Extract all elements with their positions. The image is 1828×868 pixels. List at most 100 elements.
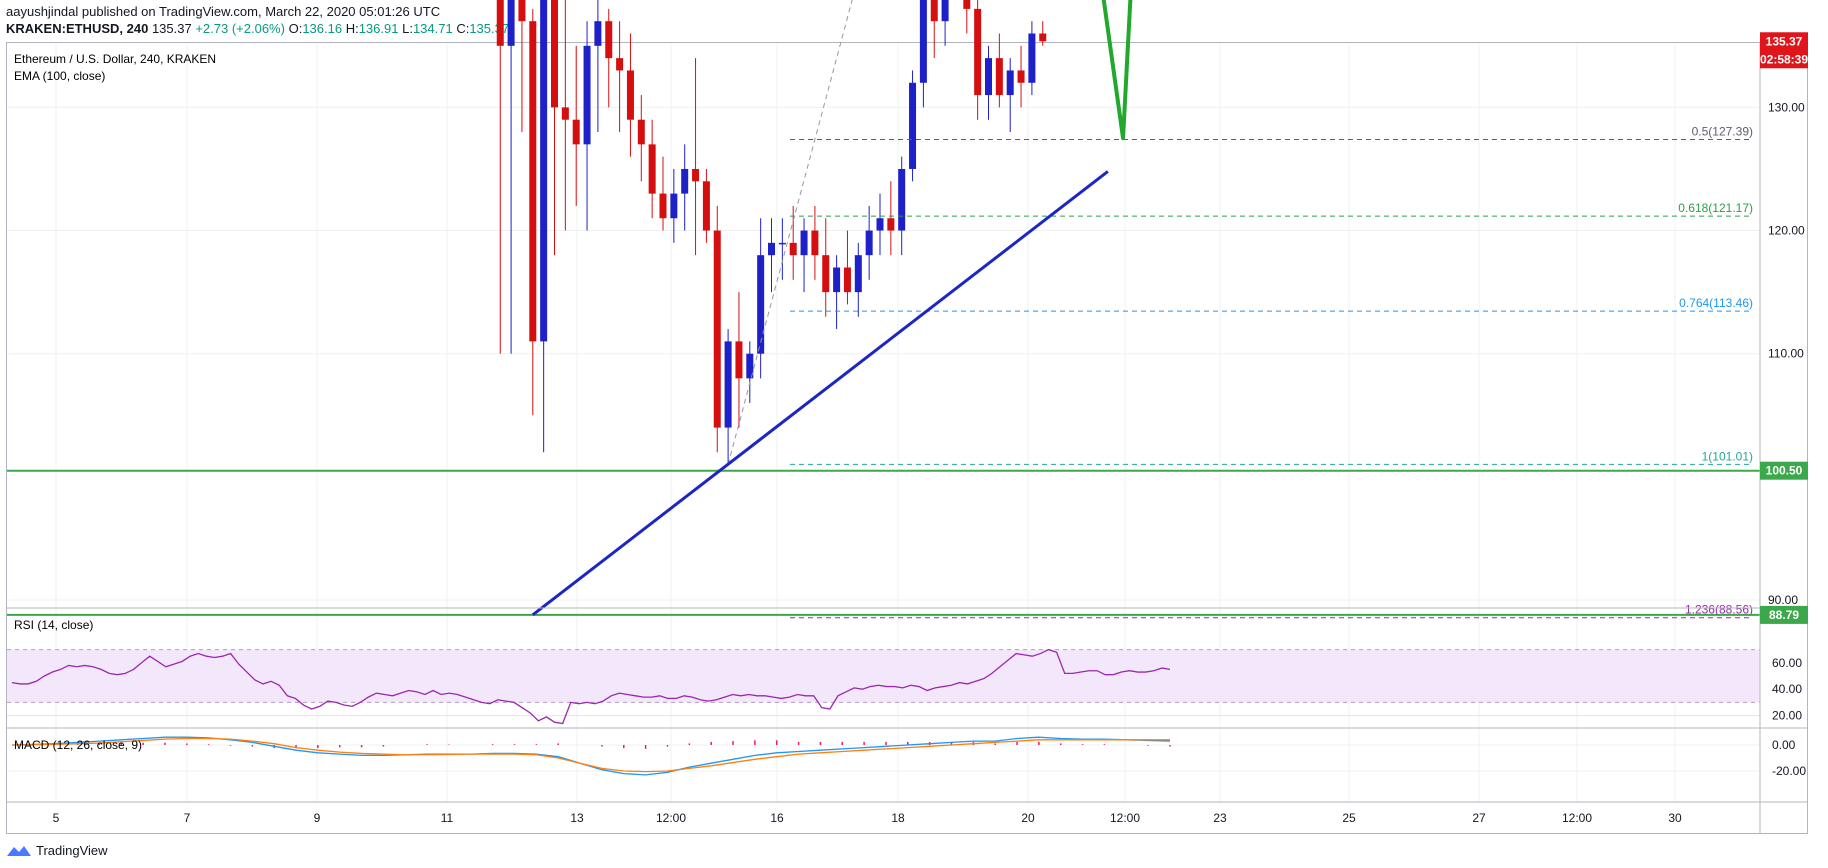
candle-body (724, 341, 732, 428)
symbol-quote-line: KRAKEN:ETHUSD, 240 135.37 +2.73 (+2.06%)… (6, 21, 509, 36)
time-axis-tick-label: 12:00 (1110, 811, 1140, 825)
time-axis-tick-label: 13 (570, 811, 584, 825)
candle-body (909, 82, 917, 169)
time-axis-tick-label: 23 (1213, 811, 1227, 825)
time-axis-tick-label: 16 (770, 811, 784, 825)
symbol-label: KRAKEN:ETHUSD, 240 (6, 21, 149, 36)
candle-body (898, 168, 906, 231)
candle-body (605, 21, 613, 59)
rsi-line (11, 648, 1171, 725)
time-axis-tick-label: 12:00 (1562, 811, 1592, 825)
candle-body (551, 0, 558, 108)
candle-body (692, 168, 700, 182)
macd-axis-tick-label: 0.00 (1772, 738, 1796, 752)
price-axis-tick-label: 90.00 (1768, 593, 1798, 607)
candle-body (735, 341, 743, 379)
bar-countdown-label: 02:58:39 (1760, 52, 1808, 66)
candle-body (919, 0, 927, 83)
panel-backgrounds (7, 649, 1760, 703)
rising-trendline (531, 170, 1109, 616)
rsi-axis-tick-label: 60.00 (1772, 656, 1802, 670)
open-value: 136.16 (302, 21, 343, 36)
time-axis-tick-label: 18 (891, 811, 905, 825)
chart-frame[interactable] (6, 42, 1808, 834)
tradingview-footer[interactable]: TradingView (6, 843, 108, 858)
macd-pane[interactable] (11, 736, 1171, 776)
open-label: O: (288, 21, 303, 36)
candle-body (681, 168, 689, 194)
candle-body (985, 58, 992, 96)
price-level-tag-label: 100.50 (1766, 464, 1803, 478)
rsi-axis-tick-label: 20.00 (1772, 709, 1802, 723)
candle-body (496, 0, 504, 46)
candle-body (811, 230, 819, 256)
time-axis-tick-label: 5 (53, 811, 60, 825)
candle-body (1017, 70, 1025, 83)
price-level-tag (1760, 461, 1808, 480)
candle-body (833, 267, 841, 293)
fibonacci-level-label: 1(101.01) (1702, 449, 1753, 463)
price-change: +2.73 (+2.06%) (195, 21, 285, 36)
candle-body (616, 58, 624, 71)
ema-legend: EMA (100, close) (14, 69, 105, 83)
candle-body (670, 193, 678, 219)
candle-body (778, 242, 786, 245)
last-price: 135.37 (151, 21, 192, 36)
high-label: H: (345, 21, 359, 36)
candle-body (1006, 70, 1014, 96)
candle-body (768, 242, 775, 256)
time-axis-tick-label: 7 (184, 811, 191, 825)
candle-body (995, 58, 1003, 96)
macd-signal-line (11, 737, 1170, 773)
candle-body (854, 255, 862, 293)
rsi-legend: RSI (14, close) (14, 618, 93, 632)
candle-body (594, 21, 602, 46)
low-value: 134.71 (412, 21, 453, 36)
price-axis-tick-label: 110.00 (1768, 347, 1804, 361)
fibonacci-level-label: 0.5(127.39) (1692, 125, 1753, 139)
candle-body (659, 193, 667, 219)
fibonacci-diagonal (727, 0, 853, 465)
macd-legend: MACD (12, 26, close, 9) (14, 738, 142, 752)
candle-body (583, 45, 591, 145)
fibonacci-level-label: 1.236(88.56) (1685, 603, 1753, 617)
candle-body (1039, 33, 1047, 42)
current-price-label: 135.37 (1766, 34, 1803, 48)
candle-body (713, 230, 721, 428)
current-price-tag (1760, 32, 1808, 69)
candle-body (507, 0, 515, 46)
candle-body (561, 107, 569, 120)
price-level-tag-label: 88.79 (1769, 608, 1799, 622)
candle-body (876, 218, 884, 231)
candle-body (843, 267, 851, 293)
time-axis-tick-label: 12:00 (656, 811, 686, 825)
tradingview-logo-icon (7, 845, 31, 856)
candle-body (572, 119, 580, 145)
projection-arrow-path (1101, 0, 1133, 141)
published-line: aayushjindal published on TradingView.co… (6, 4, 441, 19)
fibonacci-level-label: 0.618(121.17) (1678, 201, 1753, 215)
candle-body (822, 255, 830, 293)
candle-body (648, 144, 656, 194)
candle-body (529, 21, 537, 342)
time-axis-tick-label: 25 (1342, 811, 1356, 825)
macd-axis-tick-label: -20.00 (1772, 764, 1806, 778)
price-pane[interactable]: 0(153.78)0.236(141.32)0.5(127.39)0.618(1… (7, 0, 1760, 619)
close-label: C: (456, 21, 470, 36)
candle-body (930, 0, 938, 22)
low-label: L: (402, 21, 413, 36)
candle-body (941, 0, 949, 22)
price-level-tag (1760, 605, 1808, 624)
rsi-band-background (7, 649, 1760, 703)
candle-body (626, 70, 634, 120)
tradingview-brand: TradingView (36, 843, 108, 858)
candle-body (746, 353, 754, 379)
candle-body (865, 230, 873, 256)
rsi-axis-tick-label: 40.00 (1772, 682, 1802, 696)
candle-body (800, 230, 808, 256)
time-axis-tick-label: 27 (1472, 811, 1486, 825)
candle-body (1028, 33, 1036, 83)
time-axis-tick-label: 20 (1021, 811, 1035, 825)
rsi-pane[interactable] (11, 648, 1171, 725)
